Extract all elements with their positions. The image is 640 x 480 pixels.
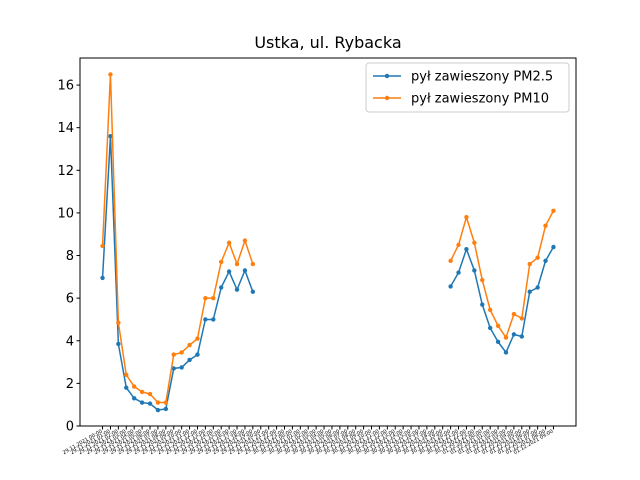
point (219, 285, 224, 290)
point (211, 295, 216, 301)
point (511, 332, 517, 337)
point (163, 406, 169, 412)
point (242, 238, 248, 243)
point (155, 407, 161, 413)
point (472, 268, 477, 273)
point (131, 384, 137, 389)
legend-label: pył zawieszony PM2.5 (411, 70, 553, 85)
point (108, 134, 113, 139)
point (543, 258, 548, 264)
point (456, 242, 461, 248)
point (124, 372, 129, 378)
legend-marker (384, 95, 390, 101)
point (179, 350, 184, 355)
legend-label: pył zawieszony PM10 (411, 92, 549, 107)
legend-marker (384, 73, 390, 79)
point (495, 323, 501, 329)
point (139, 389, 145, 395)
point (448, 284, 453, 289)
point (480, 302, 485, 307)
y-tick-label: 2 (66, 377, 74, 392)
point (226, 240, 232, 245)
point (195, 352, 200, 357)
point (203, 317, 208, 322)
y-tick-label: 10 (57, 206, 74, 221)
point (527, 261, 532, 267)
y-tick-label: 0 (66, 420, 74, 435)
y-tick-label: 6 (66, 292, 74, 307)
point (131, 396, 137, 401)
point (464, 214, 469, 220)
y-tick-label: 12 (57, 164, 74, 179)
point (147, 401, 153, 406)
point (250, 261, 256, 267)
plot-area (100, 72, 556, 413)
point (242, 268, 248, 273)
point (448, 258, 453, 264)
point (234, 287, 240, 292)
point (234, 261, 240, 267)
point (116, 341, 121, 347)
point (203, 295, 208, 301)
point (464, 246, 469, 252)
axes-frame (79, 57, 577, 427)
point (171, 366, 176, 371)
point (511, 311, 517, 317)
point (503, 350, 509, 355)
point (116, 320, 121, 325)
point (211, 317, 216, 322)
point (147, 391, 153, 397)
point (100, 275, 105, 281)
point (219, 259, 224, 265)
point (100, 243, 105, 249)
point (519, 316, 525, 321)
point (250, 289, 256, 294)
y-tick-label: 4 (66, 334, 74, 349)
point (551, 244, 556, 250)
point (179, 365, 184, 370)
point (187, 357, 192, 363)
point (487, 325, 493, 331)
point (519, 334, 525, 339)
point (187, 342, 192, 348)
point (487, 307, 493, 313)
point (551, 208, 556, 213)
point (108, 72, 113, 77)
point (171, 352, 176, 357)
chart-title: Ustka, ul. Rybacka (254, 33, 401, 52)
point (472, 240, 477, 245)
point (456, 270, 461, 275)
point (535, 285, 540, 290)
point (195, 336, 200, 341)
point (503, 335, 509, 340)
point (535, 255, 540, 260)
point (527, 289, 532, 294)
y-tick-label: 16 (57, 79, 74, 94)
point (226, 269, 232, 274)
point (495, 339, 501, 345)
point (480, 277, 485, 283)
point (155, 400, 161, 405)
point (124, 385, 129, 390)
legend-box (365, 62, 570, 113)
y-tick-label: 14 (57, 121, 74, 136)
y-tick-label: 8 (66, 249, 74, 264)
point (139, 400, 145, 405)
point (543, 223, 548, 228)
point (163, 400, 169, 405)
